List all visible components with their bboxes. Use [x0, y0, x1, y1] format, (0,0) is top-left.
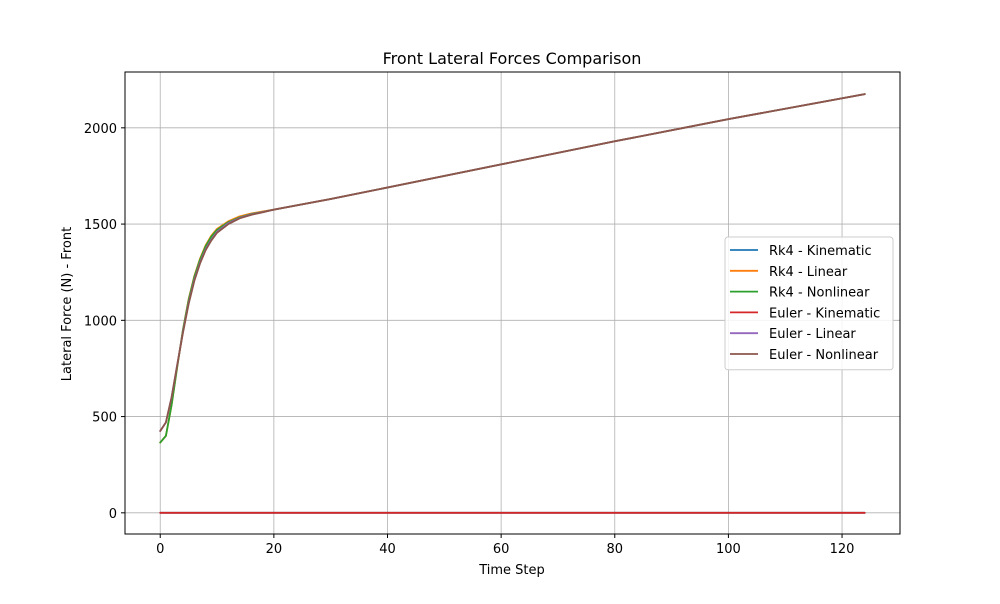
legend-label-rk4-linear: Rk4 - Linear	[769, 265, 848, 280]
legend-label-euler-nonlinear: Euler - Nonlinear	[769, 348, 879, 363]
plot-frame	[124, 71, 901, 535]
legend-label-rk4-nonlinear: Rk4 - Nonlinear	[769, 286, 870, 301]
y-tick-label: 1500	[84, 218, 117, 233]
series-lines	[159, 93, 866, 514]
legend: Rk4 - Kinematic Rk4 - Linear Rk4 - Nonline…	[724, 236, 894, 371]
x-tick-label: 60	[493, 542, 510, 557]
x-tick-label: 20	[266, 542, 283, 557]
x-tick-label: 40	[379, 542, 396, 557]
y-axis-label: Lateral Force (N) - Front	[60, 227, 75, 381]
legend-box	[724, 236, 894, 371]
x-tick-label: 0	[156, 542, 164, 557]
axis-ticks: 0 20 40 60 80 100 120 0 500 1000 1500 2000	[84, 122, 855, 557]
chart-title: Front Lateral Forces Comparison	[383, 49, 642, 68]
legend-label-euler-kinematic: Euler - Kinematic	[769, 306, 880, 321]
y-tick-label: 500	[92, 411, 117, 426]
x-tick-label: 120	[830, 542, 855, 557]
legend-label-euler-linear: Euler - Linear	[769, 327, 856, 342]
x-tick-label: 100	[716, 542, 741, 557]
series-line-euler-nonlinear	[159, 93, 866, 432]
y-tick-label: 0	[109, 507, 117, 522]
x-axis-label: Time Step	[478, 563, 545, 578]
legend-label-rk4-kinematic: Rk4 - Kinematic	[769, 244, 872, 259]
y-tick-label: 1000	[84, 314, 117, 329]
y-tick-label: 2000	[84, 122, 117, 137]
x-tick-label: 80	[606, 542, 623, 557]
